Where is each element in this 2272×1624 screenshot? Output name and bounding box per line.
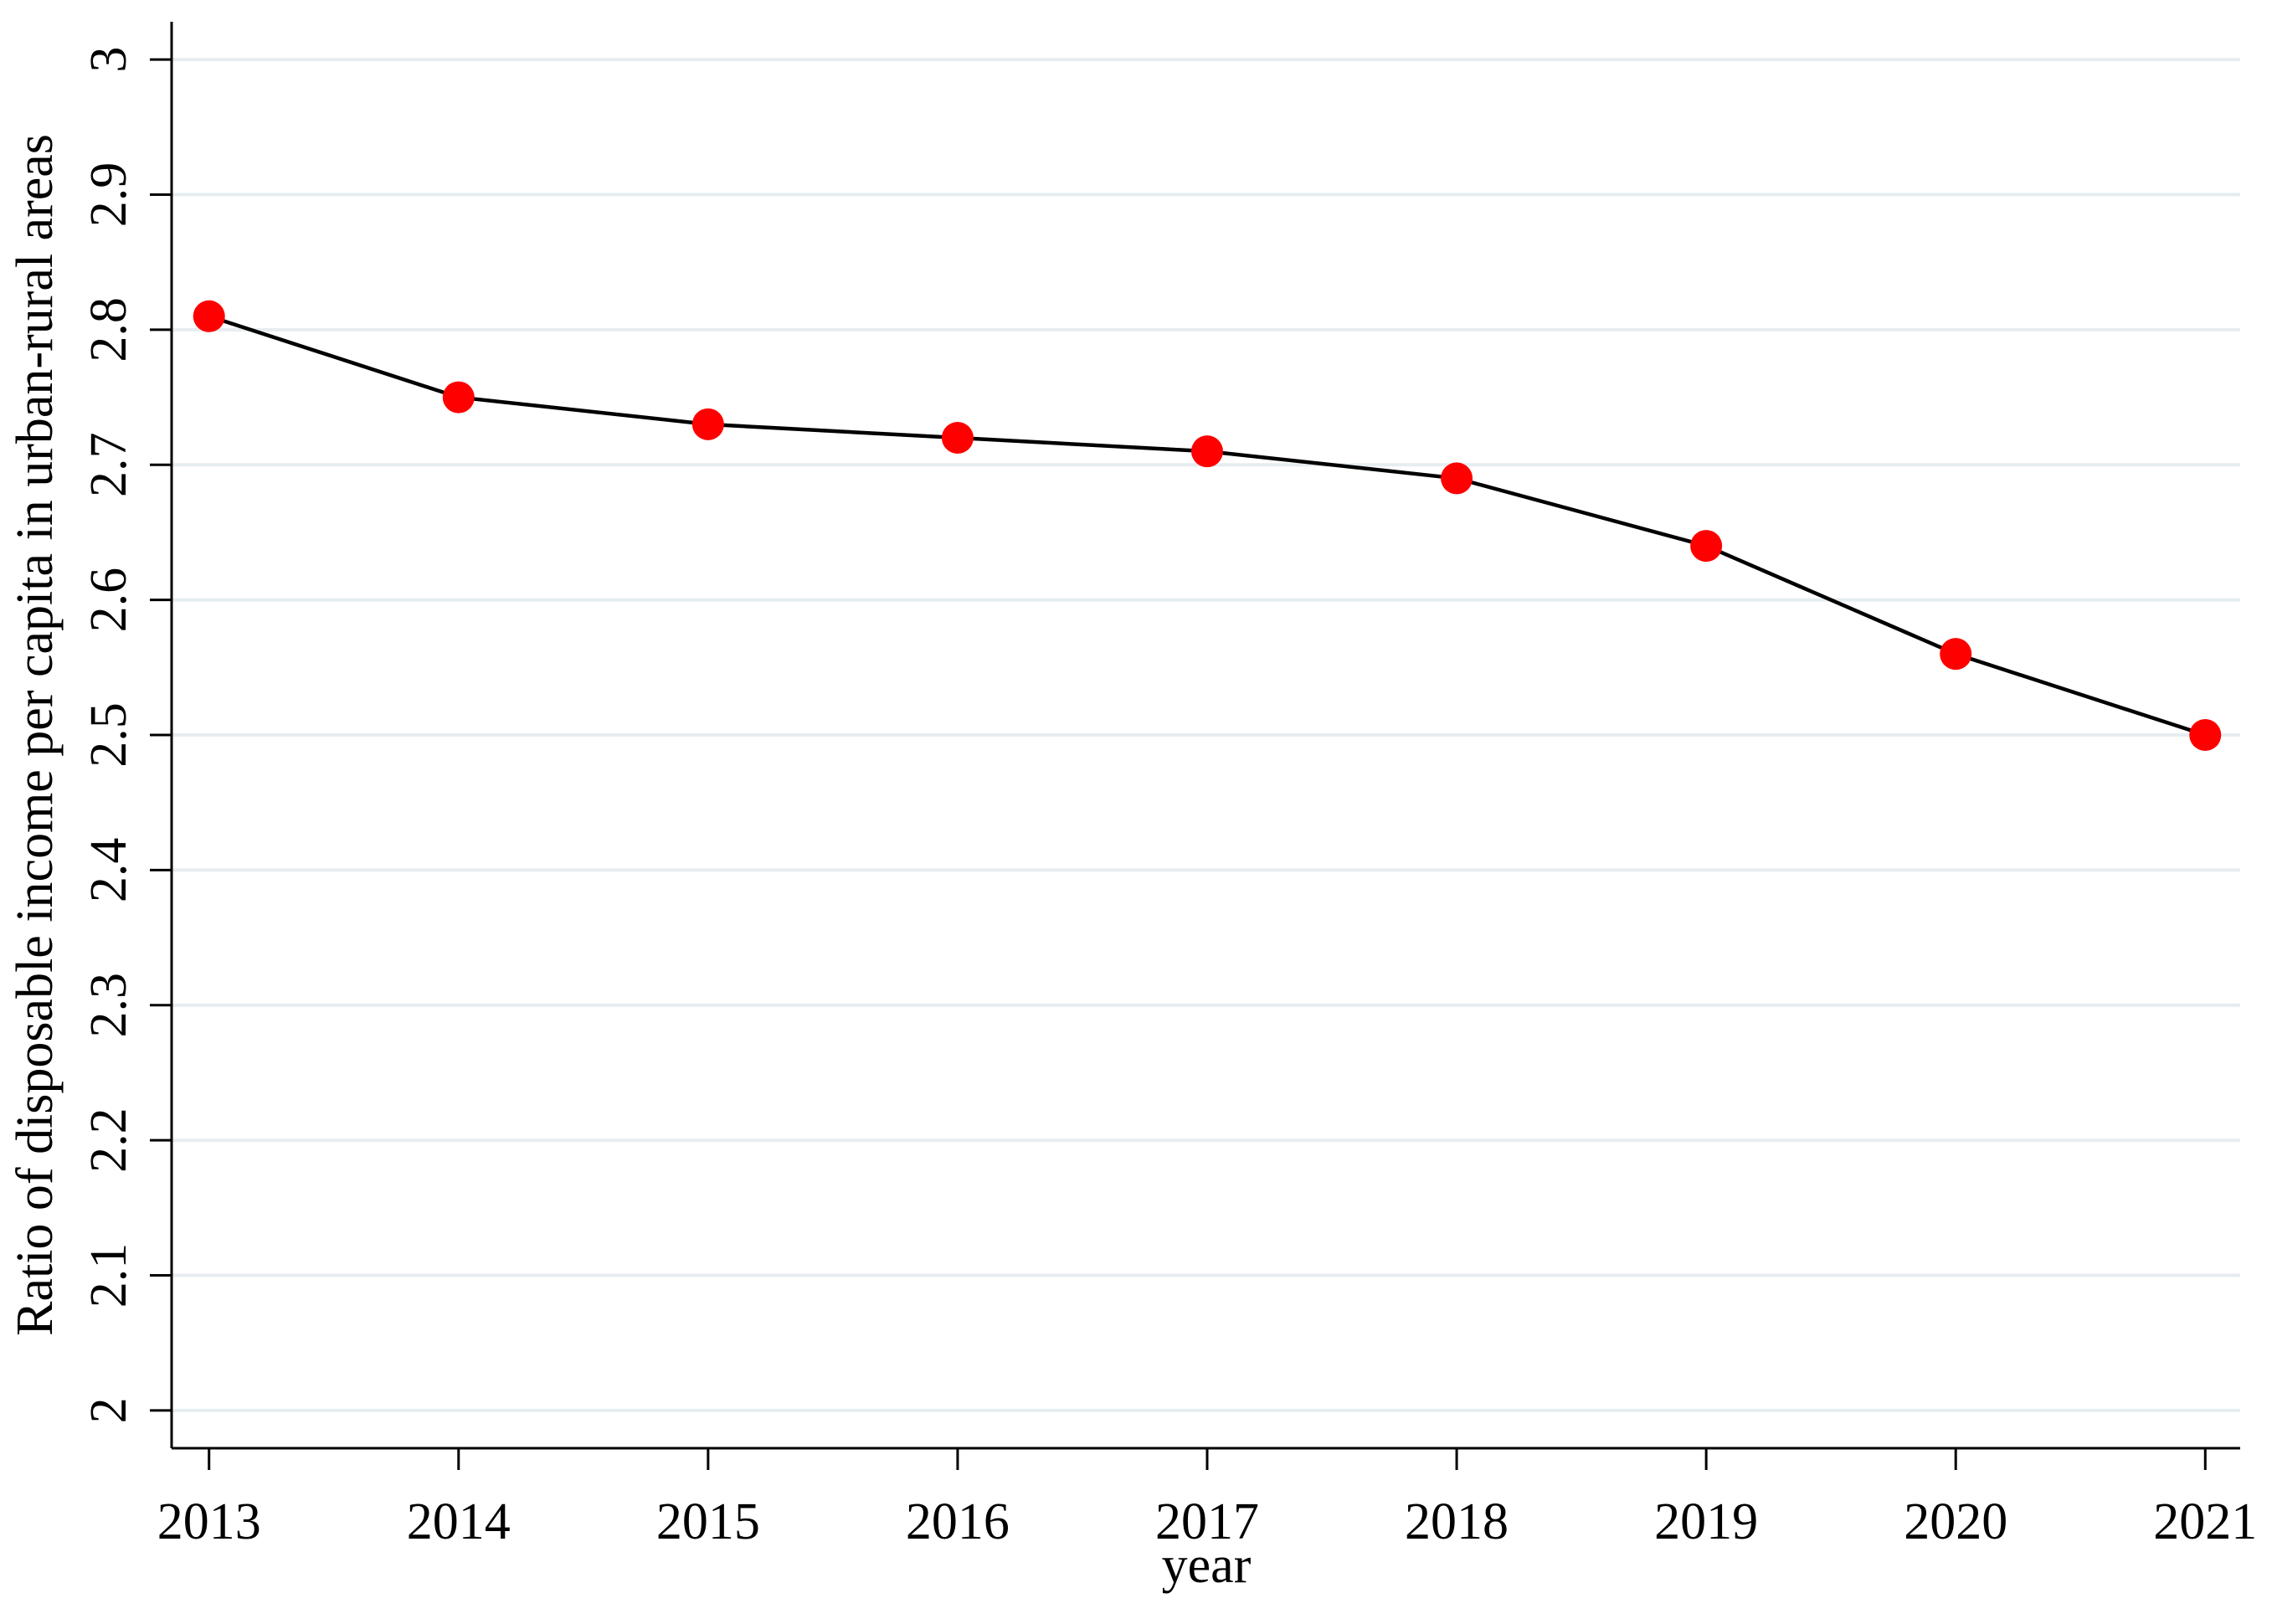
y-tick-label: 2.2 (80, 1108, 137, 1173)
marker (1190, 435, 1223, 468)
x-tick-label: 2021 (2153, 1493, 2257, 1550)
marker (691, 408, 724, 440)
y-tick-label: 2.1 (80, 1243, 137, 1308)
y-tick-label: 2.5 (80, 702, 137, 768)
y-tick-label: 2 (80, 1397, 137, 1423)
x-tick-label: 2014 (407, 1493, 511, 1550)
y-axis-label: Ratio of disposable income per capita in… (7, 134, 64, 1336)
x-tick-label: 2016 (906, 1493, 1010, 1550)
x-tick-label: 2017 (1155, 1493, 1259, 1550)
marker (2189, 719, 2222, 751)
marker (1690, 530, 1723, 563)
marker (941, 422, 974, 454)
y-tick-label: 2.8 (80, 297, 137, 362)
x-tick-label: 2020 (1904, 1493, 2007, 1550)
x-tick-label: 2018 (1405, 1493, 1509, 1550)
y-tick-label: 2.7 (80, 433, 137, 498)
x-tick-label: 2013 (157, 1493, 261, 1550)
marker (1940, 638, 1972, 671)
x-tick-label: 2019 (1654, 1493, 1758, 1550)
y-tick-label: 2.4 (80, 838, 137, 903)
y-tick-label: 2.6 (80, 568, 137, 633)
y-tick-label: 2.3 (80, 973, 137, 1038)
series-line (208, 314, 2206, 737)
marker (1441, 462, 1473, 495)
x-axis-label: year (1162, 1537, 1252, 1594)
y-tick-label: 2.9 (80, 162, 137, 228)
marker (442, 381, 475, 414)
x-tick-label: 2015 (656, 1493, 760, 1550)
y-tick-label: 3 (80, 47, 137, 73)
marker (193, 300, 225, 332)
